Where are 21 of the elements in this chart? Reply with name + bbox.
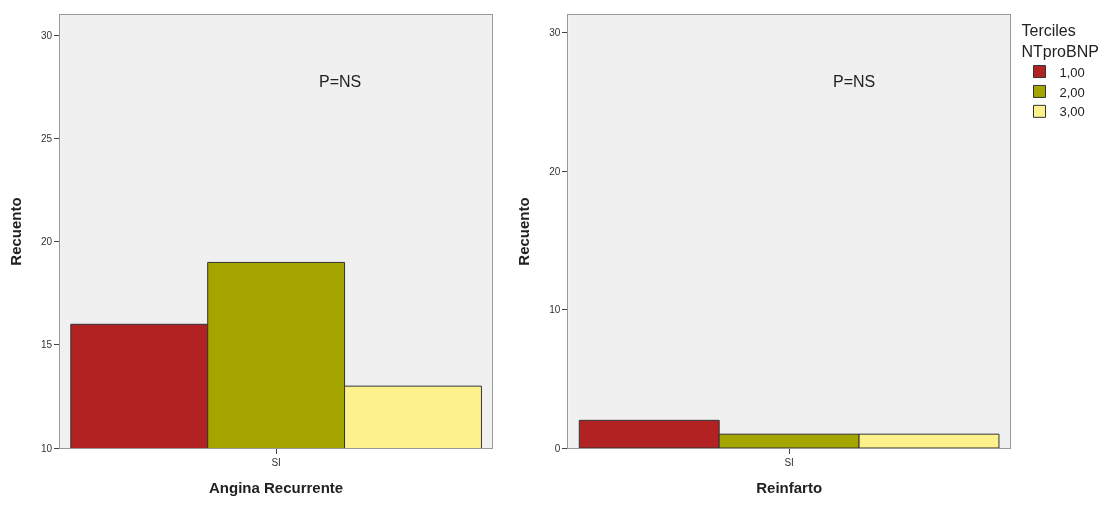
- y-axis-title: Recuento: [515, 197, 533, 266]
- y-axis-title: Recuento: [7, 197, 25, 266]
- y-tick-label: 30: [549, 27, 561, 39]
- y-tick-label: 0: [554, 442, 561, 454]
- annotation: P=NS: [319, 73, 362, 90]
- legend-label: 1,00: [1059, 64, 1085, 80]
- legend-label: 3,00: [1059, 104, 1085, 120]
- x-axis-title: Reinfarto: [756, 479, 823, 496]
- annotation: P=NS: [833, 73, 876, 90]
- legend-title: Terciles NTproBNP: [1021, 21, 1099, 60]
- y-tick-label: 15: [40, 339, 53, 351]
- y-tick-label: 10: [549, 304, 561, 316]
- legend-label: 2,00: [1059, 84, 1085, 100]
- y-tick-label: 10: [40, 442, 53, 454]
- x-tick-label: SI: [271, 457, 281, 468]
- y-tick-label: 25: [40, 133, 53, 145]
- x-tick-label: SI: [784, 457, 794, 468]
- y-tick-label: 20: [40, 236, 53, 248]
- y-tick-label: 30: [40, 30, 53, 42]
- y-tick-label: 20: [549, 165, 561, 177]
- x-axis-title: Angina Recurrente: [209, 479, 344, 496]
